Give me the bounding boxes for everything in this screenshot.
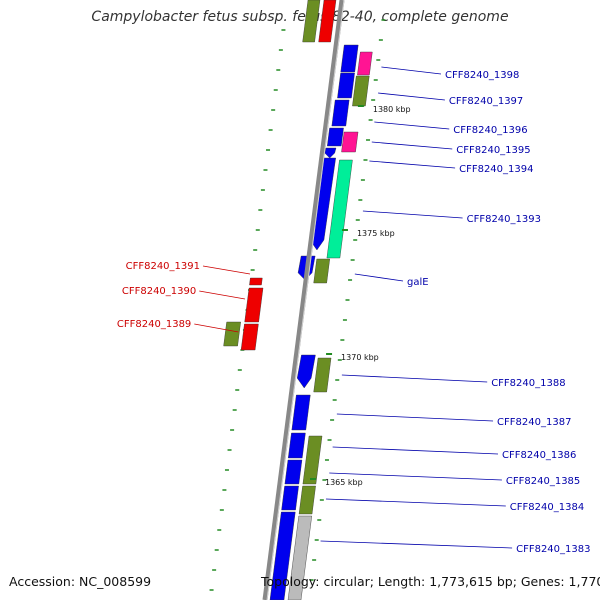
feature-block-15 <box>249 277 263 286</box>
backbone-line <box>262 0 345 600</box>
feature-block-19 <box>296 354 316 389</box>
position-tick-label: 1370 kbp <box>341 353 379 362</box>
feature-label-right: CFF8240_1393 <box>467 214 541 225</box>
feature-block-9 <box>341 131 359 153</box>
feature-block-4 <box>357 51 373 76</box>
feature-label-right: CFF8240_1387 <box>497 417 571 428</box>
feature-label-right: CFF8240_1384 <box>510 502 584 513</box>
feature-label-right: CFF8240_1385 <box>506 476 580 487</box>
leader-line-left <box>202 265 251 275</box>
leader-line-right <box>354 273 404 282</box>
feature-label-right: CFF8240_1398 <box>445 70 519 81</box>
feature-block-21 <box>291 394 311 431</box>
feature-labels: CFF8240_1398 CFF8240_1397 CFF8240_1396 CFF8… <box>117 70 591 555</box>
feature-block-20 <box>313 357 332 393</box>
feature-label-right: CFF8240_1388 <box>491 378 565 389</box>
feature-block-26 <box>298 485 316 515</box>
position-tick-label: 1365 kbp <box>325 478 363 487</box>
feature-block-16 <box>244 287 264 323</box>
feature-block-6 <box>352 75 370 107</box>
feature-block-12 <box>326 159 353 259</box>
feature-label-right: CFF8240_1383 <box>516 544 590 555</box>
feature-block-27 <box>269 511 296 600</box>
position-ticks: 1380 kbp 1375 kbp 1370 kbp 1365 kbp <box>310 105 411 487</box>
leader-line-left <box>199 290 246 300</box>
feature-label-right: CFF8240_1396 <box>453 125 527 136</box>
genome-backbone <box>262 0 345 600</box>
feature-block-17 <box>240 323 259 351</box>
feature-label-right: galE <box>407 277 429 288</box>
leader-line-right <box>369 160 456 169</box>
position-tick-label: 1375 kbp <box>357 229 395 238</box>
feature-block-18 <box>223 321 241 347</box>
features-layer <box>223 0 373 600</box>
leader-line-right <box>332 446 499 455</box>
position-tick-label: 1380 kbp <box>373 105 411 114</box>
leader-line-right <box>371 141 453 150</box>
feature-label-right: CFF8240_1395 <box>456 145 530 156</box>
leader-line-left <box>194 323 239 333</box>
feature-block-14 <box>313 258 330 284</box>
leader-line-right <box>374 121 450 130</box>
feature-label-right: CFF8240_1386 <box>502 450 576 461</box>
genome-summary: Topology: circular; Length: 1,773,615 bp… <box>261 574 600 589</box>
feature-label-left: CFF8240_1391 <box>126 261 200 272</box>
leader-line-right <box>329 472 502 481</box>
feature-block-8 <box>327 127 344 147</box>
leader-line-right <box>378 92 445 101</box>
feature-block-28 <box>287 515 313 600</box>
leader-line-right <box>336 413 494 422</box>
feature-block-7 <box>331 99 350 127</box>
leader-line-right <box>320 540 513 549</box>
map-title: Campylobacter fetus subsp. fetus 82-40, … <box>91 9 509 25</box>
feature-label-right: CFF8240_1397 <box>449 96 523 107</box>
leader-line-right <box>341 374 488 383</box>
feature-label-right: CFF8240_1394 <box>459 164 533 175</box>
feature-block-23 <box>302 435 323 485</box>
feature-block-2 <box>318 0 337 43</box>
feature-block-10 <box>324 147 337 159</box>
leader-line-right <box>362 210 463 219</box>
feature-label-left: CFF8240_1390 <box>122 286 196 297</box>
feature-block-22 <box>287 432 306 459</box>
feature-block-3 <box>340 44 359 73</box>
feature-block-5 <box>337 72 355 99</box>
feature-label-left: CFF8240_1389 <box>117 319 191 330</box>
leader-line-right <box>381 66 442 75</box>
tick-dots <box>209 19 386 591</box>
accession-text: Accession: NC_008599 <box>9 574 152 589</box>
leader-line-right <box>325 498 506 507</box>
feature-block-24 <box>284 459 303 485</box>
feature-block-1 <box>302 0 321 43</box>
backbone-highlight <box>266 0 345 600</box>
label-leaders <box>194 66 513 549</box>
feature-block-25 <box>281 485 299 511</box>
